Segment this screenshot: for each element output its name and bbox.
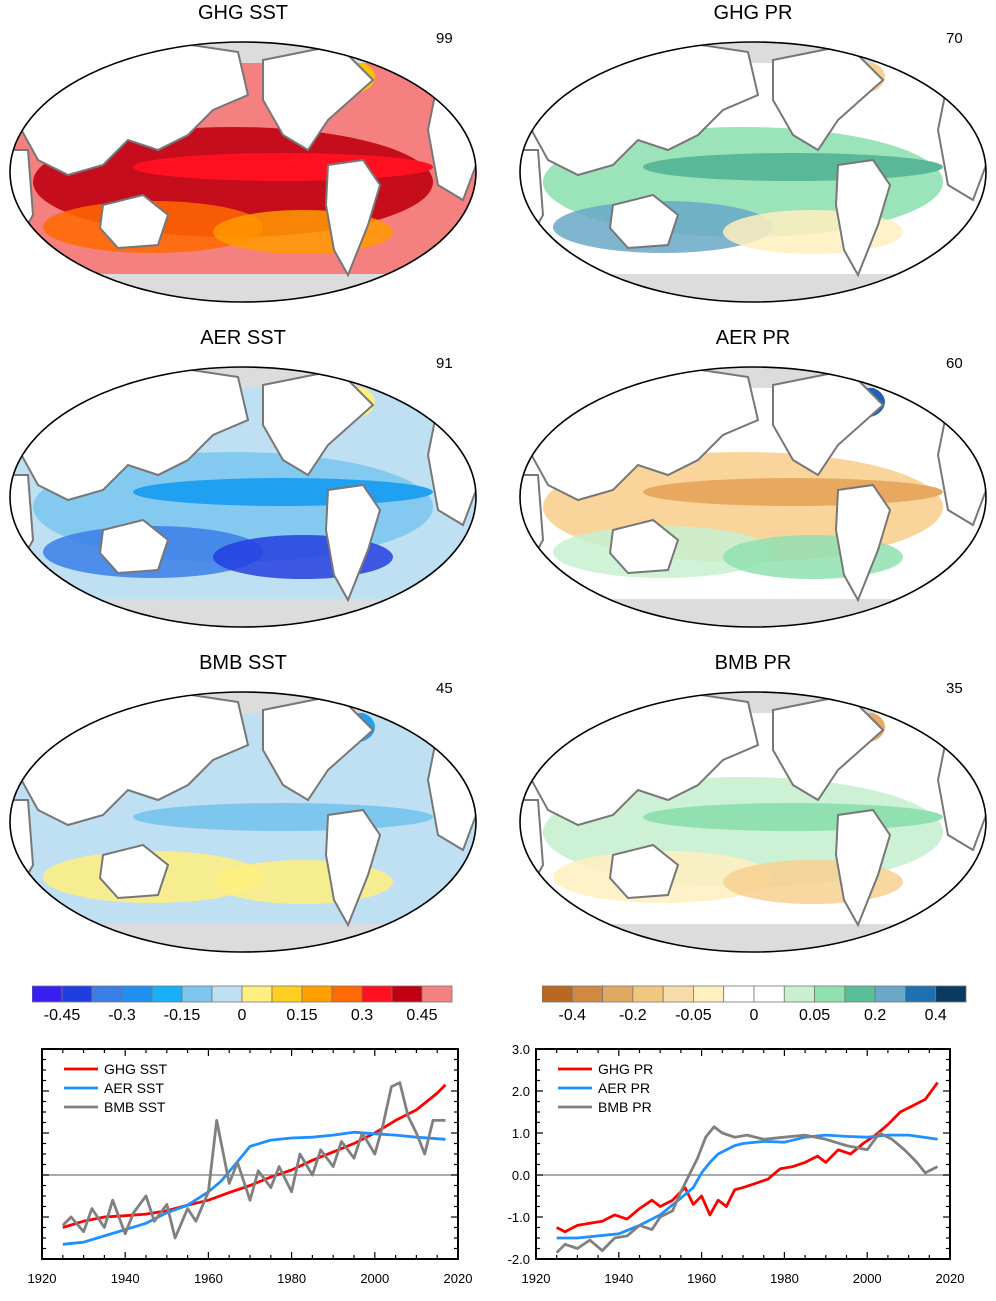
- series-line: [61, 1081, 446, 1240]
- map-pattern-number: 35: [946, 680, 963, 697]
- colorbar-tick-label: 0.15: [286, 1007, 318, 1024]
- series-line: [556, 1081, 939, 1234]
- x-tick-label: 2000: [360, 1271, 389, 1286]
- colorbar: [32, 985, 453, 1003]
- colorbar-swatch: [241, 985, 273, 1003]
- world-map: [9, 691, 477, 953]
- map-title: AER PR: [715, 327, 791, 349]
- colorbar-swatch: [361, 985, 393, 1003]
- colorbar-swatch: [121, 985, 153, 1003]
- world-map: [9, 366, 477, 628]
- colorbar-tick-label: 0.45: [406, 1007, 438, 1024]
- x-tick-label: 1940: [604, 1271, 633, 1286]
- colorbar-tick-label: 0: [749, 1007, 759, 1024]
- world-map: [519, 366, 987, 628]
- colorbar-tick-label: -0.45: [43, 1007, 81, 1024]
- y-tick-label: 1.0: [512, 1126, 530, 1141]
- colorbar-swatch: [151, 985, 183, 1003]
- colorbar-tick-label: 0.05: [798, 1007, 831, 1024]
- colorbar-tick-label: 0.4: [924, 1007, 947, 1024]
- colorbar-swatch: [211, 985, 243, 1003]
- map-title: GHG SST: [197, 2, 288, 24]
- x-tick-label: 2020: [444, 1271, 473, 1286]
- map-title: AER SST: [200, 327, 286, 349]
- sst-timeseries-chart: 1920 1940 1960 1980 2000 2020 GHG SST AER SST BM…: [28, 1048, 473, 1286]
- y-tick-label: -1.0: [508, 1210, 530, 1225]
- colorbar-swatch: [662, 985, 694, 1003]
- colorbar-swatch: [602, 985, 634, 1003]
- world-map: [519, 691, 987, 953]
- map-panel: AER PR 60: [518, 325, 988, 635]
- colorbar-swatch: [421, 985, 453, 1003]
- map-panel: GHG SST 99: [8, 0, 478, 310]
- y-tick-label: -2.0: [508, 1252, 530, 1267]
- x-tick-label: 1920: [28, 1271, 57, 1286]
- map-panel: BMB SST 45: [8, 650, 478, 960]
- x-tick-label: 1960: [687, 1271, 716, 1286]
- colorbar-swatch: [935, 985, 967, 1003]
- colorbar-swatch: [874, 985, 906, 1003]
- colorbar-tick-label: 0: [237, 1007, 247, 1024]
- map-pattern-number: 45: [436, 680, 453, 697]
- legend-label: GHG PR: [598, 1061, 653, 1077]
- colorbar-tick-label: -0.05: [675, 1007, 712, 1024]
- colorbar-tick-label: -0.15: [163, 1007, 201, 1024]
- x-tick-label: 1960: [194, 1271, 223, 1286]
- world-map: [9, 41, 477, 303]
- series-line: [62, 1083, 447, 1229]
- pr-timeseries-chart: 1920 1940 1960 1980 2000 2020 -2.0 -1.0 0.0 1.0 2.…: [508, 1042, 965, 1286]
- map-title: GHG PR: [713, 2, 793, 24]
- colorbar-swatch: [571, 985, 603, 1003]
- legend-label: AER PR: [598, 1080, 650, 1096]
- colorbar-swatch: [844, 985, 876, 1003]
- map-pattern-number: 60: [946, 355, 963, 372]
- y-tick-label: 3.0: [512, 1042, 530, 1057]
- colorbar-swatch: [783, 985, 815, 1003]
- legend-label: GHG SST: [104, 1061, 167, 1077]
- map-pattern-number: 70: [946, 30, 963, 47]
- map-panel: GHG PR 70: [518, 0, 988, 310]
- y-tick-label: 0.0: [512, 1168, 530, 1183]
- legend-label: BMB SST: [104, 1099, 166, 1115]
- series-line: [555, 1125, 939, 1254]
- x-tick-label: 1980: [277, 1271, 306, 1286]
- colorbar-swatch: [301, 985, 333, 1003]
- map-panel: BMB PR 35: [518, 650, 988, 960]
- colorbar-swatch: [271, 985, 303, 1003]
- colorbar: [542, 985, 967, 1003]
- world-map: [519, 41, 987, 303]
- colorbar-swatch: [61, 985, 93, 1003]
- map-pattern-number: 99: [436, 30, 453, 47]
- map-pattern-number: 91: [436, 355, 453, 372]
- legend-label: AER SST: [104, 1080, 164, 1096]
- legend-label: BMB PR: [598, 1099, 652, 1115]
- colorbar-swatch: [181, 985, 213, 1003]
- colorbar-swatch: [905, 985, 937, 1003]
- colorbar-tick-label: -0.3: [108, 1007, 136, 1024]
- y-tick-label: 2.0: [512, 1084, 530, 1099]
- colorbar-swatch: [542, 985, 573, 1003]
- colorbar-swatch: [32, 985, 63, 1003]
- colorbar-tick-label: -0.4: [558, 1007, 587, 1024]
- colorbar-swatch: [814, 985, 846, 1003]
- colorbar-tick-label: 0.2: [864, 1007, 887, 1024]
- colorbar-tick-label: -0.2: [619, 1007, 647, 1024]
- colorbar-swatch: [723, 985, 755, 1003]
- colorbar-swatch: [331, 985, 363, 1003]
- colorbar-swatch: [632, 985, 664, 1003]
- colorbar-swatch: [391, 985, 423, 1003]
- map-title: BMB PR: [714, 652, 792, 674]
- x-tick-label: 1920: [522, 1271, 551, 1286]
- map-title: BMB SST: [199, 652, 287, 674]
- x-tick-label: 1940: [111, 1271, 140, 1286]
- x-tick-label: 1980: [770, 1271, 799, 1286]
- colorbar-swatch: [91, 985, 123, 1003]
- colorbar-swatch: [693, 985, 725, 1003]
- x-tick-label: 2020: [936, 1271, 965, 1286]
- colorbar-tick-label: 0.3: [350, 1007, 374, 1024]
- map-panel: AER SST 91: [8, 325, 478, 635]
- colorbar-swatch: [753, 985, 785, 1003]
- x-tick-label: 2000: [853, 1271, 882, 1286]
